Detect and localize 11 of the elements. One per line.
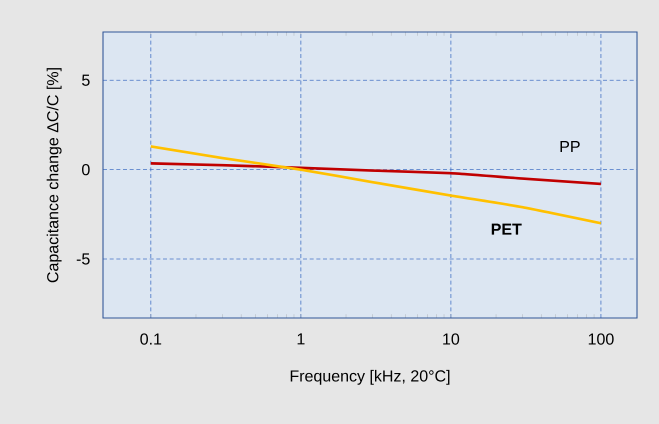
y-tick-label: 0 [82,164,90,176]
y-tick-label: 5 [82,74,90,86]
series-label: PET [492,224,522,235]
x-tick-label: 100 [588,333,614,345]
y-tick-label: -5 [76,253,90,265]
y-axis-title: Capacitance change ΔC/C [%] [46,68,62,282]
x-axis-title: Frequency [kHz, 20°C] [290,370,450,385]
x-tick-label: 0.1 [140,333,162,345]
series-label: PP [560,141,580,152]
x-tick-label: 1 [298,333,305,344]
x-tick-label: 10 [443,333,460,345]
